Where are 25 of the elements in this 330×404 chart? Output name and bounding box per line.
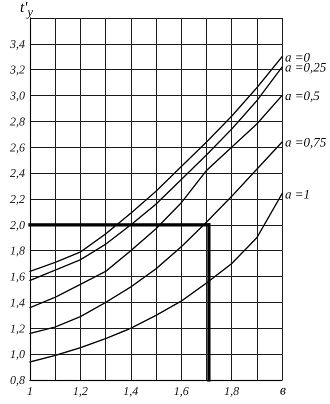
y-tick-label: 3,4: [9, 36, 25, 51]
series-label: a =0,75: [285, 134, 327, 150]
x-tick-label: 1,6: [174, 384, 189, 398]
y-tick-label: 1,2: [10, 321, 25, 336]
y-tick-label: 1,0: [10, 347, 25, 362]
x-tick-label: 1,2: [72, 384, 88, 398]
series-label: a =0: [285, 49, 311, 64]
y-tick-label: 2,6: [10, 140, 25, 154]
x-tick-label: 1: [27, 384, 33, 398]
y-tick-label: 2,4: [10, 166, 25, 180]
x-axis-title: в: [280, 384, 286, 398]
y-tick-label: 2,2: [10, 192, 25, 206]
y-axis-title: t'$_{y}$: [20, 0, 33, 20]
y-tick-label: 0,8: [10, 373, 25, 387]
x-tick-label: 1,4: [123, 384, 138, 398]
y-tick-label: 3,2: [9, 62, 25, 77]
y-tick-label: 1,6: [10, 270, 25, 284]
y-tick-label: 1,4: [10, 295, 25, 310]
y-tick-label: 2,8: [10, 114, 25, 128]
y-tick-label: 1,8: [10, 244, 25, 258]
x-tick-label: 1,8: [224, 384, 240, 398]
series-label: a =1: [285, 186, 310, 202]
series-label: a =0,5: [285, 88, 320, 104]
y-tick-label: 3,0: [9, 88, 25, 103]
y-tick-label: 2,0: [10, 218, 25, 232]
